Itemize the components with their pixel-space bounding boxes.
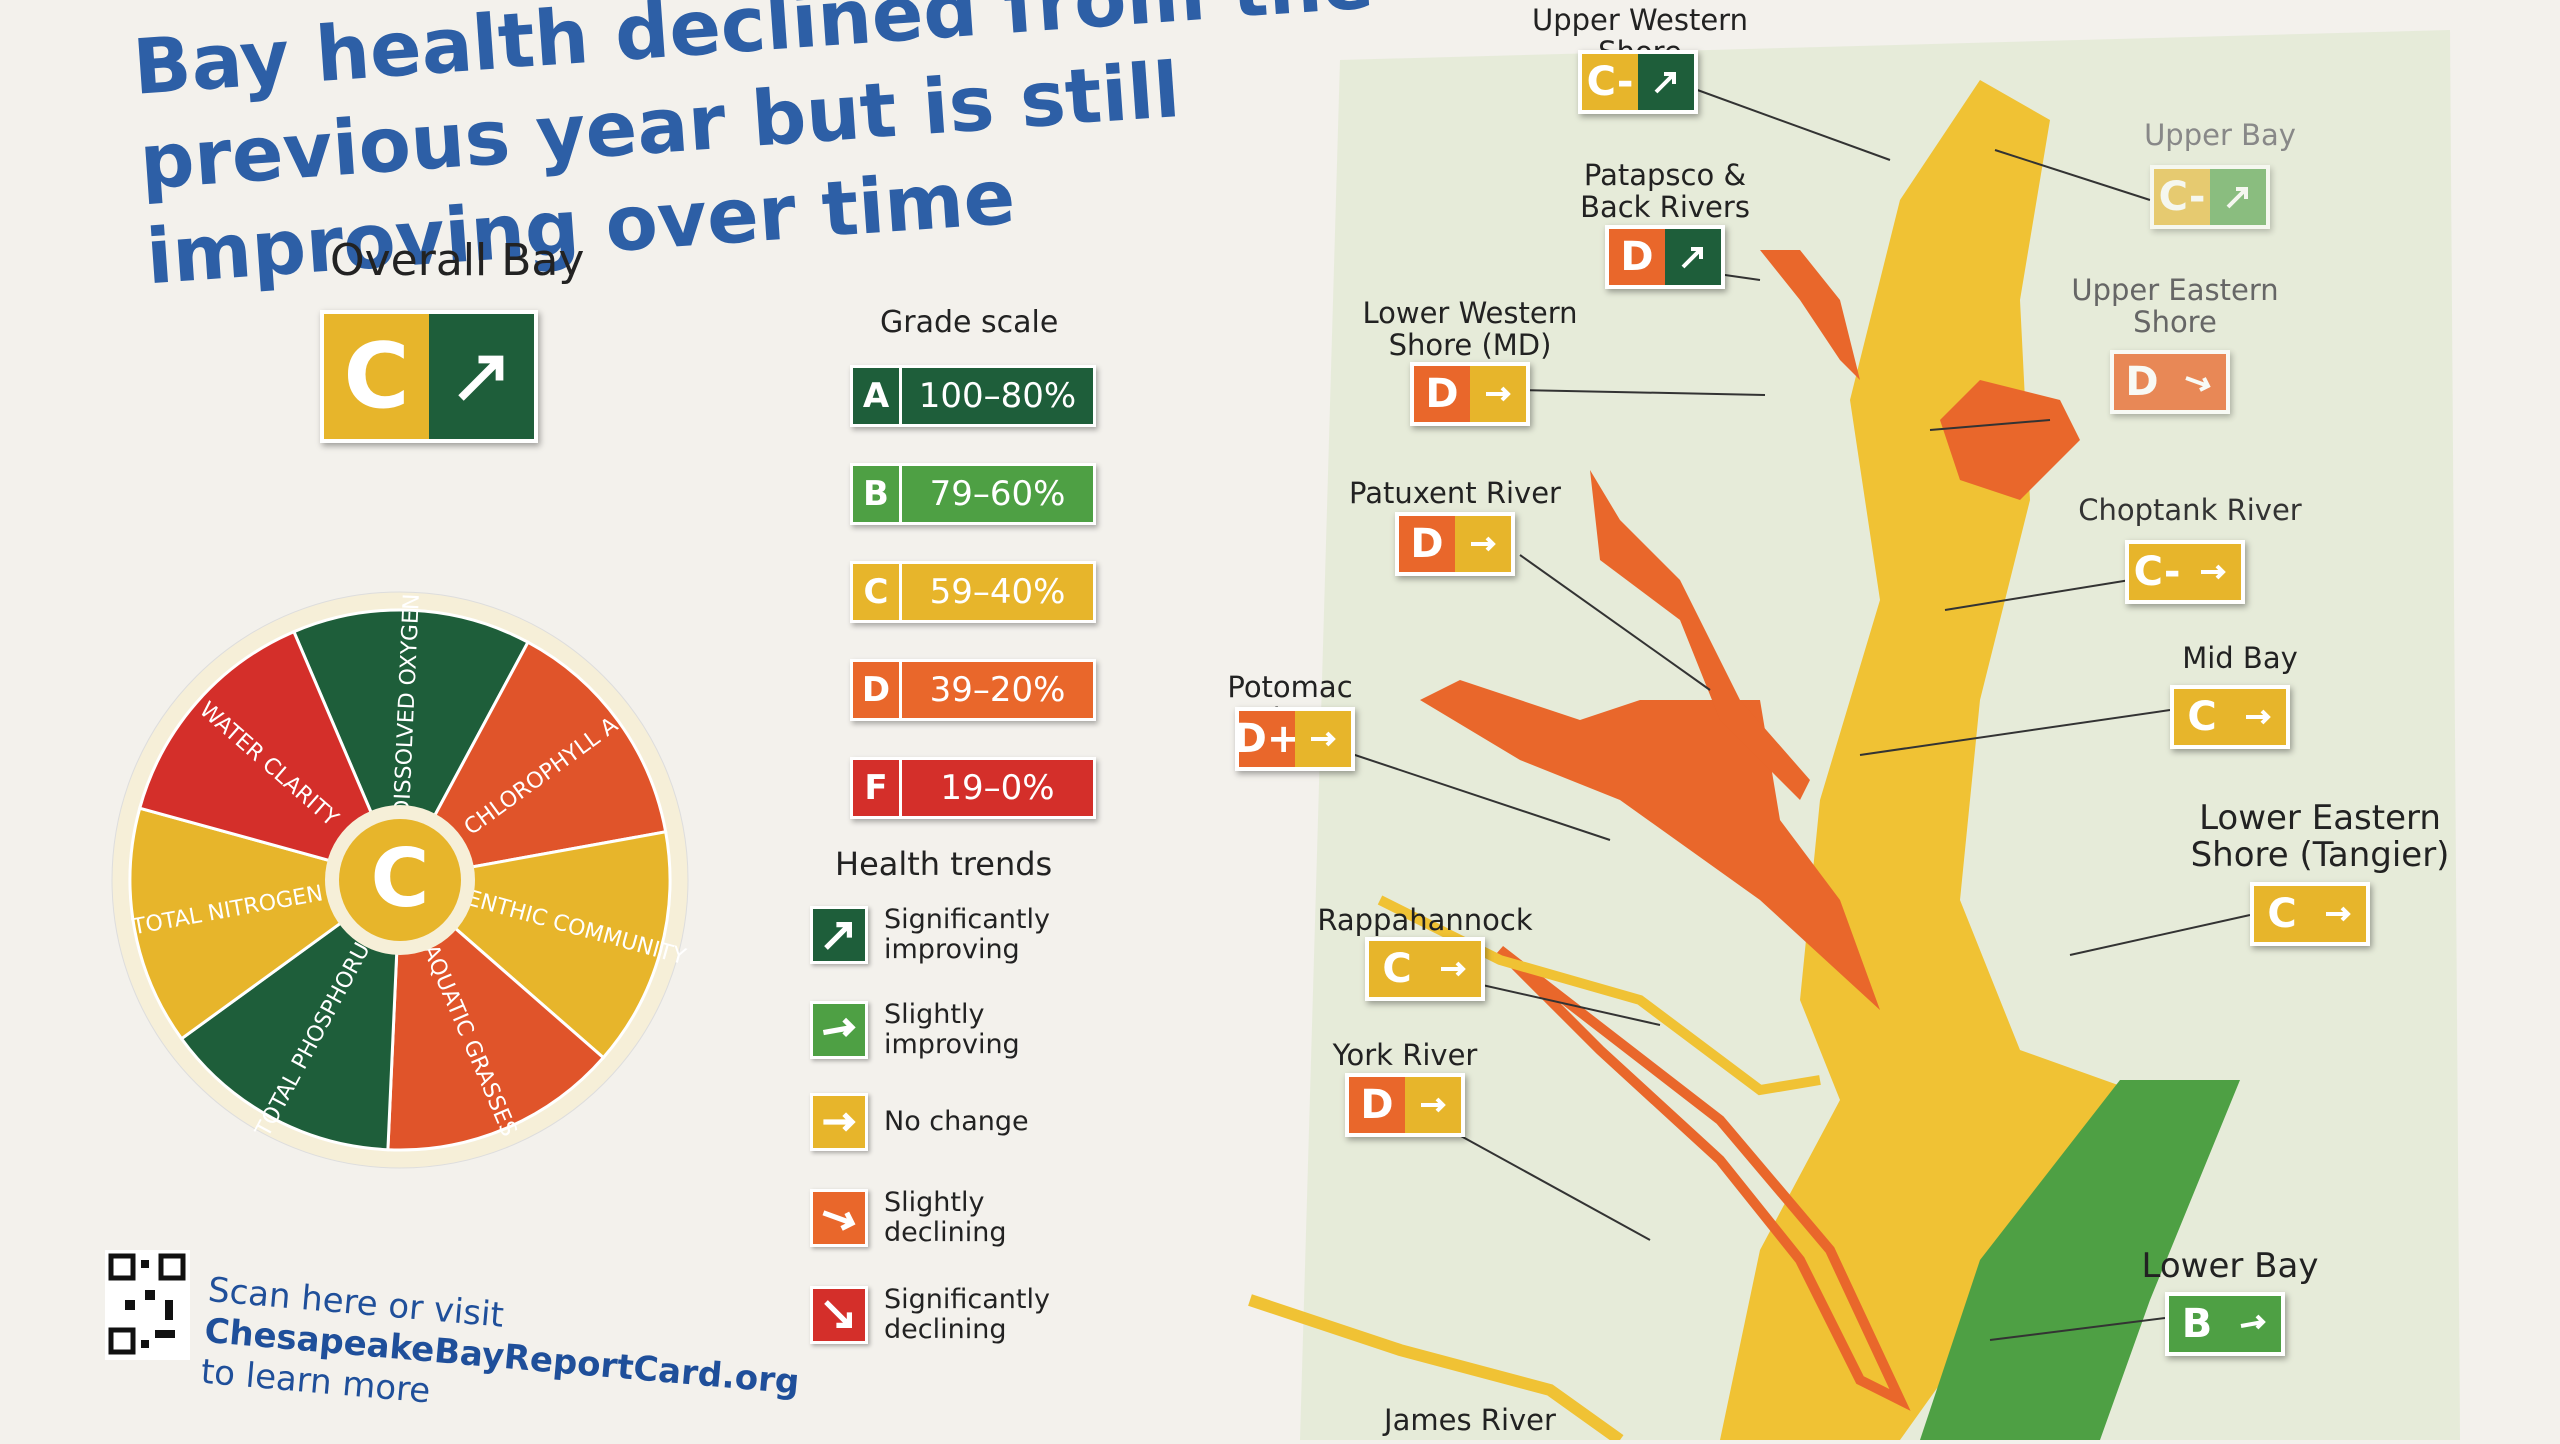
region-badge: C (2250, 882, 2370, 946)
grade: D (1349, 1077, 1405, 1133)
wheel-center (339, 819, 461, 941)
wheel-segment (137, 629, 403, 883)
region-name: Lower Bay (2141, 1246, 2319, 1286)
region-badge: C- (2150, 165, 2270, 229)
trend-icon (1455, 516, 1511, 572)
range: 100–80% (918, 376, 1077, 416)
wheel-segment (397, 640, 668, 883)
trend-label: Significantly improving (884, 904, 1050, 965)
qr-code (105, 1250, 190, 1360)
grade: C (324, 314, 429, 439)
grade-scale-title: Grade scale (880, 305, 1059, 340)
region-name: Patapsco & Back Rivers (1580, 158, 1750, 224)
wheel-segment (291, 608, 530, 884)
scale-item: D 39–20% (850, 659, 1096, 721)
trend-item: Significantly declining (810, 1285, 1050, 1344)
grade: C- (1582, 54, 1638, 110)
wheel-segment (179, 876, 402, 1152)
scale-item: F 19–0% (850, 757, 1096, 819)
health-trends-title: Health trends (835, 845, 1053, 883)
trend-icon (429, 314, 534, 439)
trend-icon (2230, 689, 2286, 745)
grade: C (2174, 689, 2230, 745)
trend-item: Significantly improving (810, 905, 1050, 964)
region-badge: C (2170, 685, 2290, 749)
trend-label: Slightly improving (884, 999, 1020, 1060)
region-name: York River (1332, 1038, 1478, 1072)
trend-icon (1405, 1077, 1461, 1133)
grade: A (853, 368, 902, 424)
footer: Scan here or visit ChesapeakeBayReportCa… (199, 1270, 804, 1444)
region-badge: D (1345, 1073, 1465, 1137)
range: 79–60% (929, 474, 1066, 514)
trend-item: Slightly declining (810, 1188, 1030, 1247)
overall-badge: C (320, 310, 538, 443)
trend-item: No change (810, 1093, 1030, 1151)
scale-item: B 79–60% (850, 463, 1096, 525)
region-badge: D (1395, 512, 1515, 576)
grade: C (853, 564, 902, 620)
grade: D (1609, 229, 1665, 285)
grade: D (853, 662, 902, 718)
map (1248, 30, 2460, 1440)
range: 59–40% (929, 572, 1066, 612)
region-name: Choptank River (2078, 493, 2302, 527)
region-badge: C (1365, 937, 1485, 1001)
grade: D (1414, 366, 1470, 422)
wheel-center-grade: C (371, 832, 430, 925)
grade: C- (2154, 169, 2210, 225)
trend-label: Significantly declining (884, 1284, 1050, 1345)
region-badge: D (2110, 350, 2230, 414)
trend-icon (810, 1188, 868, 1247)
grade: D+ (1234, 711, 1300, 767)
trend-label: Slightly declining (884, 1187, 1007, 1248)
grade: B (2169, 1296, 2225, 1352)
trend-icon (2185, 544, 2241, 600)
trend-icon (810, 1000, 868, 1059)
trend-label: No change (884, 1106, 1029, 1138)
region-name: Lower Eastern Shore (Tangier) (2190, 798, 2450, 876)
scale-item: C 59–40% (850, 561, 1096, 623)
scale-item: A 100–80% (850, 365, 1096, 427)
region-name: Upper Bay (2144, 118, 2296, 152)
trend-icon (810, 905, 868, 964)
range: 39–20% (929, 670, 1066, 710)
grade: C- (2129, 544, 2185, 600)
region-badge: D (1410, 362, 1530, 426)
trend-icon (1425, 941, 1481, 997)
region-name: James River (1384, 1403, 1556, 1437)
trend-icon (810, 1285, 868, 1344)
region-badge: D+ (1234, 707, 1355, 771)
trend-icon (2170, 354, 2226, 410)
grade: D (1399, 516, 1455, 572)
region-badge: D (1605, 225, 1725, 289)
region-badge: C- (1578, 50, 1698, 114)
range: 19–0% (940, 768, 1055, 808)
trend-icon (1665, 229, 1721, 285)
region-badge: C- (2125, 540, 2245, 604)
trend-icon (1295, 711, 1351, 767)
trend-icon (2210, 169, 2266, 225)
grade: C (1369, 941, 1425, 997)
trend-icon (2225, 1296, 2281, 1352)
grade: F (853, 760, 902, 816)
region-name: Patuxent River (1349, 476, 1561, 510)
wheel-segment (386, 876, 606, 1152)
trend-item: Slightly improving (810, 1000, 1030, 1059)
region-badge: B (2165, 1292, 2285, 1356)
trend-icon (1470, 366, 1526, 422)
region-name: Mid Bay (2182, 641, 2298, 675)
trend-icon (2310, 886, 2366, 942)
region-name: Lower Western Shore (MD) (1362, 296, 1578, 362)
trend-icon (1638, 54, 1694, 110)
region-name: Upper Eastern Shore (2071, 273, 2279, 339)
overall-label: Overall Bay (330, 235, 585, 286)
grade: C (2254, 886, 2310, 942)
grade: D (2114, 354, 2170, 410)
trend-icon (810, 1093, 868, 1151)
grade: B (853, 466, 902, 522)
